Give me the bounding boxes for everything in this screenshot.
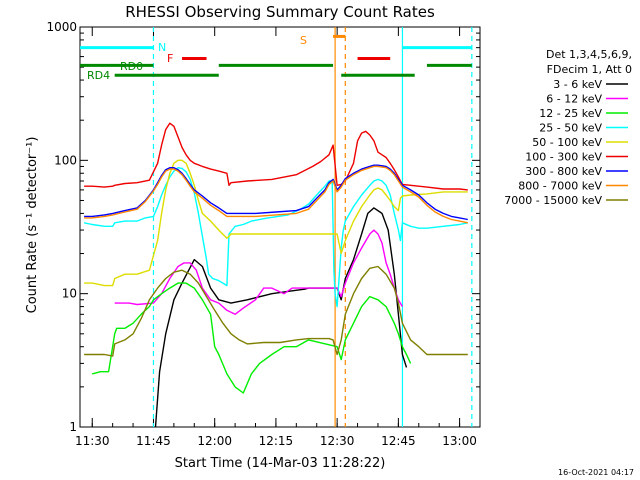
legend: Det 1,3,4,5,6,9, FDecim 1, Att 0 3 - 6 keV…	[504, 48, 632, 207]
legend-entry-label: 6 - 12 keV	[546, 93, 602, 106]
plot-frame	[79, 26, 481, 428]
legend-entry-label: 800 - 7000 keV	[518, 180, 602, 193]
flag-label: N	[158, 41, 166, 54]
series-line	[154, 207, 408, 428]
flag-label: S	[300, 34, 307, 47]
axes	[79, 26, 481, 428]
series-line	[92, 282, 412, 394]
legend-entry-label: 7000 - 15000 keV	[504, 194, 602, 207]
legend-entry-label: 12 - 25 keV	[539, 107, 602, 120]
x-tick-label: 12:45	[381, 434, 416, 448]
flag-label: RD0	[120, 60, 143, 73]
x-tick-label: 12:15	[259, 434, 294, 448]
legend-header: Det 1,3,4,5,6,9,	[546, 48, 632, 61]
data-series	[83, 122, 468, 428]
flag-label: RD4	[87, 69, 110, 82]
vertical-markers	[152, 27, 473, 427]
y-axis-label: Count Rate (s⁻¹ detector⁻¹)	[25, 137, 40, 314]
x-tick-label: 13:00	[442, 434, 477, 448]
series-line	[84, 159, 468, 287]
series-line	[114, 229, 404, 315]
series-line	[83, 166, 468, 308]
y-tick-label: 100	[54, 153, 77, 167]
legend-header: FDecim 1, Att 0	[547, 63, 632, 76]
legend-entry-label: 25 - 50 keV	[539, 122, 602, 135]
x-tick-label: 11:45	[136, 434, 171, 448]
chart-title: RHESSI Observing Summary Count Rates	[125, 3, 435, 21]
series-line	[84, 265, 468, 357]
y-tick-label: 1000	[46, 20, 77, 34]
legend-entry-label: 3 - 6 keV	[553, 78, 602, 91]
series-line	[84, 164, 468, 221]
legend-entry-label: 100 - 300 keV	[525, 151, 602, 164]
y-tick-label: 10	[62, 287, 77, 301]
legend-entry-label: 50 - 100 keV	[532, 136, 602, 149]
flag-label: F	[167, 52, 173, 65]
x-tick-label: 12:30	[320, 434, 355, 448]
x-tick-label: 12:00	[197, 434, 232, 448]
series-line	[84, 122, 468, 191]
x-axis-label: Start Time (14-Mar-03 11:28:22)	[175, 456, 386, 471]
legend-entry-label: 300 - 800 keV	[525, 165, 602, 178]
tick-labels: 1 10 100 1000 11:30 11:45 12:00 12:15 12:30 12:45…	[46, 20, 476, 448]
series-line	[84, 165, 468, 224]
footer-date: 16-Oct-2021 04:17	[558, 468, 634, 477]
observing-flags: NF S RD0 RD4	[80, 34, 472, 82]
x-tick-label: 11:30	[75, 434, 110, 448]
y-tick-label: 1	[69, 420, 77, 434]
